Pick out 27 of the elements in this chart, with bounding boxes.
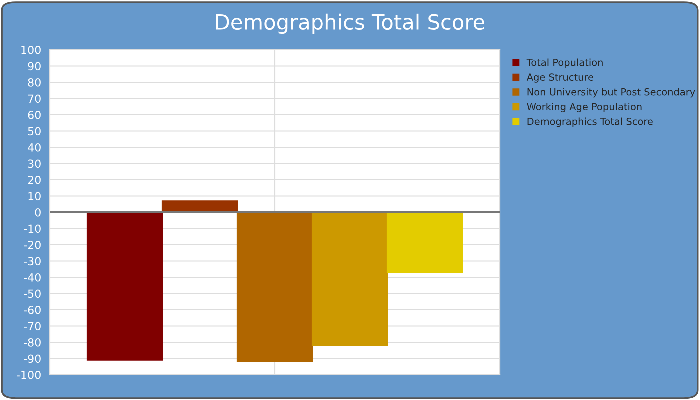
y-tick-label: 100 bbox=[22, 46, 41, 54]
y-tick-label: -20 bbox=[24, 240, 41, 250]
y-tick-label: -50 bbox=[24, 290, 41, 298]
y-tick-label: 90 bbox=[28, 62, 41, 71]
y-tick-label: -90 bbox=[24, 354, 41, 364]
y-tick-label: -60 bbox=[24, 306, 41, 314]
y-tick-label: -70 bbox=[24, 322, 41, 331]
y-tick-label: -30 bbox=[24, 257, 41, 266]
y-tick-label: 60 bbox=[28, 110, 41, 120]
y-tick-label: 50 bbox=[28, 127, 41, 136]
chart-title: Demographics Total Score bbox=[216, 14, 484, 34]
legend-label: Non University but Post Secondary bbox=[528, 88, 696, 98]
y-tick-label: 10 bbox=[28, 192, 41, 201]
y-tick-label: 40 bbox=[28, 143, 41, 152]
y-tick-label: 0 bbox=[35, 208, 41, 217]
y-tick-label: 70 bbox=[28, 94, 41, 104]
legend-label: Working Age Population bbox=[527, 103, 642, 112]
y-tick-label: -40 bbox=[24, 273, 41, 282]
legend-label: Demographics Total Score bbox=[528, 118, 653, 128]
legend-label: Age Structure bbox=[526, 74, 594, 83]
legend-label: Total Population bbox=[526, 58, 603, 68]
y-tick-label: 30 bbox=[28, 160, 41, 168]
y-tick-label: 80 bbox=[28, 78, 41, 87]
y-tick-label: -10 bbox=[24, 224, 41, 234]
y-tick-label: 20 bbox=[28, 176, 41, 184]
y-tick-label: -100 bbox=[16, 370, 41, 380]
y-tick-label: -80 bbox=[24, 338, 41, 347]
